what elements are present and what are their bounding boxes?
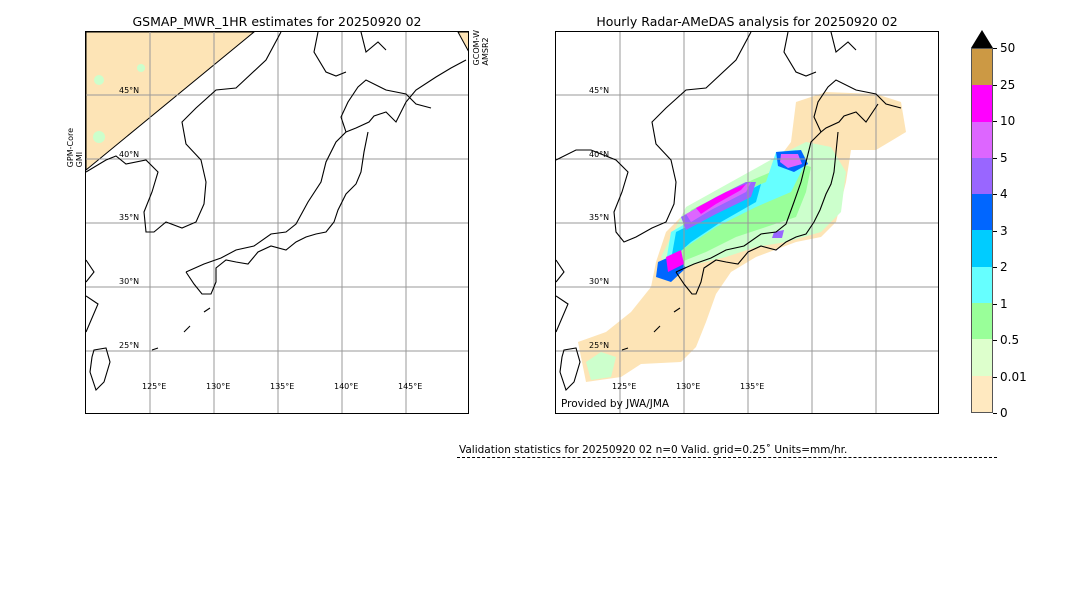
colorbar-tick [993,267,997,268]
left-lon-140: 140°E [334,382,359,391]
left-map-panel [85,31,469,414]
left-lat-40: 40°N [119,150,140,159]
right-lon-130: 130°E [676,382,701,391]
left-sensor-label-line2: GMI [75,151,84,168]
colorbar-label: 50 [1000,41,1016,55]
left-lon-130: 130°E [206,382,231,391]
data-credit: Provided by JWA/JMA [561,398,670,410]
right-lat-40: 40°N [589,150,610,159]
left-lon-125: 125°E [142,382,167,391]
left-lat-25: 25°N [119,341,140,350]
validation-divider [457,457,997,458]
left-sensor-label-line1: GPM-Core [66,128,75,168]
colorbar-segment [972,230,992,267]
left-lat-45: 45°N [119,86,140,95]
colorbar-segment [972,339,992,376]
right-map-title: Hourly Radar-AMeDAS analysis for 2025092… [596,14,898,29]
right-lat-35: 35°N [589,213,610,222]
satellite-swath-right [457,32,468,52]
colorbar-tick [993,413,997,414]
right-lon-135: 135°E [740,382,765,391]
colorbar-tick [993,377,997,378]
colorbar-tick [993,194,997,195]
right-sensor-label: GCOM-W AMSR2 [472,30,490,65]
colorbar-label: 2 [1000,260,1008,274]
colorbar-label: 0.5 [1000,333,1020,347]
left-lat-30: 30°N [119,277,140,286]
colorbar-segment [972,303,992,340]
colorbar [971,48,993,413]
colorbar-tick [993,304,997,305]
colorbar-segment [972,121,992,158]
satellite-swath [86,32,255,171]
validation-statistics: Validation statistics for 20250920 02 n=… [459,444,848,456]
colorbar-label: 0.01 [1000,370,1027,384]
colorbar-tick [993,85,997,86]
colorbar-segment [972,157,992,195]
left-lat-35: 35°N [119,213,140,222]
left-map-title: GSMAP_MWR_1HR estimates for 20250920 02 [132,14,422,29]
colorbar-label: 10 [1000,114,1016,128]
colorbar-segment [972,375,992,412]
colorbar-label: 3 [1000,224,1008,238]
left-lon-145: 145°E [398,382,423,391]
colorbar-segment [972,194,992,231]
colorbar-extend-arrow [971,30,993,48]
left-lon-135: 135°E [270,382,295,391]
right-lat-30: 30°N [589,277,610,286]
colorbar-label: 4 [1000,187,1008,201]
colorbar-segment [972,85,992,122]
colorbar-label: 1 [1000,297,1008,311]
colorbar-label: 0 [1000,406,1008,420]
right-sensor-label-line2: AMSR2 [481,37,490,66]
colorbar-tick [993,158,997,159]
left-sensor-label: GPM-Core GMI [66,128,84,167]
right-lat-25: 25°N [589,341,610,350]
colorbar-tick [993,340,997,341]
colorbar-tick [993,48,997,49]
right-lon-125: 125°E [612,382,637,391]
colorbar-tick [993,121,997,122]
colorbar-segment [972,49,992,86]
right-map-graphic [556,32,938,413]
colorbar-tick [993,231,997,232]
right-sensor-label-line1: GCOM-W [472,30,481,66]
colorbar-label: 25 [1000,78,1016,92]
left-map-graphic [86,32,468,413]
colorbar-segment [972,266,992,304]
colorbar-label: 5 [1000,151,1008,165]
right-lat-45: 45°N [589,86,610,95]
right-map-panel [555,31,939,414]
